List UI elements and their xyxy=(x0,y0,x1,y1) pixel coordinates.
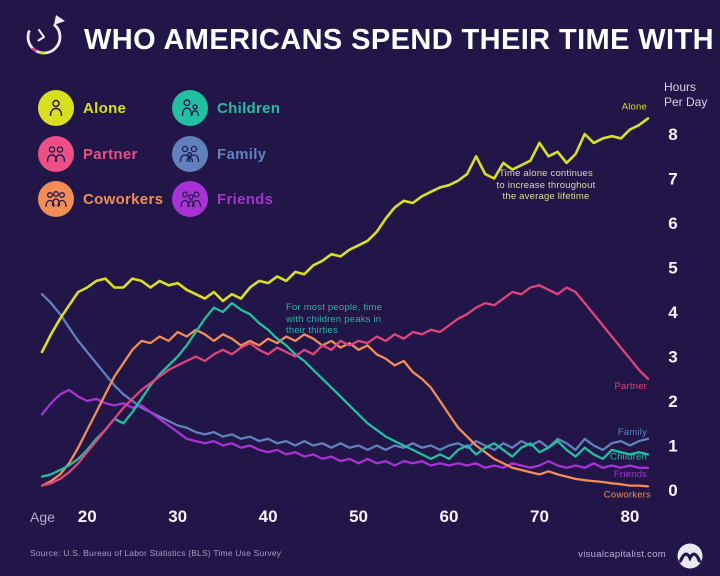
y-tick-0: 0 xyxy=(668,481,677,500)
y-tick-8: 8 xyxy=(668,125,677,144)
series-line-coworkers xyxy=(40,328,650,488)
legend-item-partner: Partner xyxy=(38,136,138,172)
family-group-icon xyxy=(172,136,208,172)
legend-item-children: Children xyxy=(172,90,280,126)
y-axis-title-line2: Per Day xyxy=(664,95,708,109)
partner-couple-icon xyxy=(38,136,74,172)
legend-label-friends: Friends xyxy=(217,190,274,208)
x-tick-60: 60 xyxy=(440,507,459,526)
x-tick-30: 30 xyxy=(168,507,187,526)
legend-label-children: Children xyxy=(217,99,281,117)
y-axis-title-line1: Hours xyxy=(664,80,697,94)
page-title: WHO AMERICANS SPEND THEIR TIME WITH xyxy=(84,24,714,56)
site-credit: visualcapitalist.com xyxy=(578,549,666,560)
y-tick-2: 2 xyxy=(668,392,677,411)
x-tick-50: 50 xyxy=(349,507,368,526)
legend-item-alone: Alone xyxy=(38,90,126,126)
y-tick-6: 6 xyxy=(668,214,677,233)
legend-label-partner: Partner xyxy=(83,145,138,163)
friends-group-icon xyxy=(172,181,208,217)
alone-person-icon xyxy=(38,90,74,126)
series-line-children xyxy=(40,301,650,478)
legend-label-alone: Alone xyxy=(83,99,127,117)
legend-item-family: Family xyxy=(172,136,266,172)
x-tick-40: 40 xyxy=(259,507,278,526)
children-parent-child-icon xyxy=(172,90,208,126)
series-line-alone xyxy=(40,117,650,354)
y-tick-4: 4 xyxy=(668,303,678,322)
x-tick-20: 20 xyxy=(78,507,97,526)
y-axis-title: Hours Per Day xyxy=(664,80,707,110)
legend-label-family: Family xyxy=(217,145,267,163)
series-line-family xyxy=(40,293,650,452)
annotation-time-alone: Time alone continues to increase through… xyxy=(496,168,596,202)
x-axis-label: Age xyxy=(30,509,55,525)
end-label-coworkers: Coworkers xyxy=(604,489,651,500)
annotation-children-peak: For most people, time with children peak… xyxy=(286,302,383,336)
y-tick-5: 5 xyxy=(668,259,677,278)
y-tick-1: 1 xyxy=(668,437,677,456)
end-label-family: Family xyxy=(618,427,647,438)
end-label-partner: Partner xyxy=(614,381,647,392)
legend-item-coworkers: Coworkers xyxy=(38,181,163,217)
source-note: Source: U.S. Bureau of Labor Statistics … xyxy=(30,548,282,558)
visual-capitalist-logo-icon xyxy=(676,542,704,570)
coworkers-group-icon xyxy=(38,181,74,217)
end-label-children: Children xyxy=(610,451,647,462)
end-label-alone: Alone xyxy=(622,101,647,112)
x-tick-70: 70 xyxy=(530,507,549,526)
series-line-friends xyxy=(40,388,650,469)
legend-label-coworkers: Coworkers xyxy=(83,190,164,208)
x-tick-80: 80 xyxy=(620,507,639,526)
clock-history-icon xyxy=(20,11,70,63)
y-tick-3: 3 xyxy=(668,348,677,367)
y-tick-7: 7 xyxy=(668,170,677,189)
legend-item-friends: Friends xyxy=(172,181,273,217)
end-label-friends: Friends xyxy=(614,469,647,480)
series-line-partner xyxy=(40,284,650,487)
